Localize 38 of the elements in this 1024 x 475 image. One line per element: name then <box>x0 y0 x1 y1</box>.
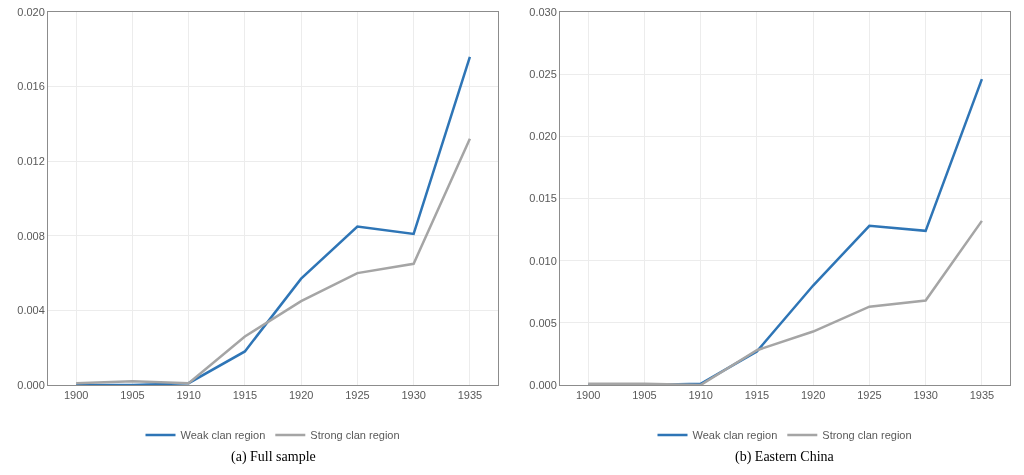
x-tick-label: 1920 <box>288 389 314 402</box>
x-tick-label: 1915 <box>232 389 258 402</box>
y-tick-label: 0.020 <box>17 5 45 18</box>
line-series <box>74 55 472 385</box>
x-tick-label: 1905 <box>120 389 145 402</box>
x-tick-label: 1925 <box>345 389 370 402</box>
legend-label: Weak clan region <box>692 429 778 442</box>
y-tick-label: 0.016 <box>17 80 45 93</box>
y-tick-label: 0.004 <box>17 304 45 317</box>
y-tick-label: 0.025 <box>529 68 557 81</box>
legend-label: Strong clan region <box>822 429 912 442</box>
text: (b) Eastern China <box>735 449 835 465</box>
x-tick-label: 1900 <box>575 389 601 402</box>
y-tick-label: 0.012 <box>17 155 45 168</box>
line-series <box>586 219 984 385</box>
x-tick-label: 1910 <box>176 389 201 402</box>
line-series <box>74 137 472 385</box>
x-tick-label: 1900 <box>63 389 89 402</box>
x-tick-label: 1935 <box>969 389 995 402</box>
y-tick-label: 0.005 <box>529 316 557 329</box>
y-tick-label: 0.010 <box>529 254 557 267</box>
x-tick-label: 1910 <box>688 389 713 402</box>
legend-label: Weak clan region <box>180 429 266 442</box>
y-tick-label: 0.008 <box>17 229 45 242</box>
y-tick-label: 0.030 <box>529 5 557 18</box>
x-tick-label: 1920 <box>800 389 826 402</box>
x-tick-label: 1935 <box>457 389 483 402</box>
legend-label: Strong clan region <box>310 429 400 442</box>
y-tick-label: 0.020 <box>529 130 557 143</box>
text: (a) Full sample <box>231 449 316 465</box>
y-tick-label: 0.015 <box>529 192 557 205</box>
x-tick-label: 1925 <box>857 389 882 402</box>
y-tick-label: 0.000 <box>529 378 557 391</box>
x-tick-label: 1905 <box>632 389 657 402</box>
x-tick-label: 1930 <box>401 389 426 402</box>
y-tick-label: 0.000 <box>17 378 45 391</box>
x-tick-label: 1930 <box>913 389 938 402</box>
x-tick-label: 1915 <box>744 389 770 402</box>
